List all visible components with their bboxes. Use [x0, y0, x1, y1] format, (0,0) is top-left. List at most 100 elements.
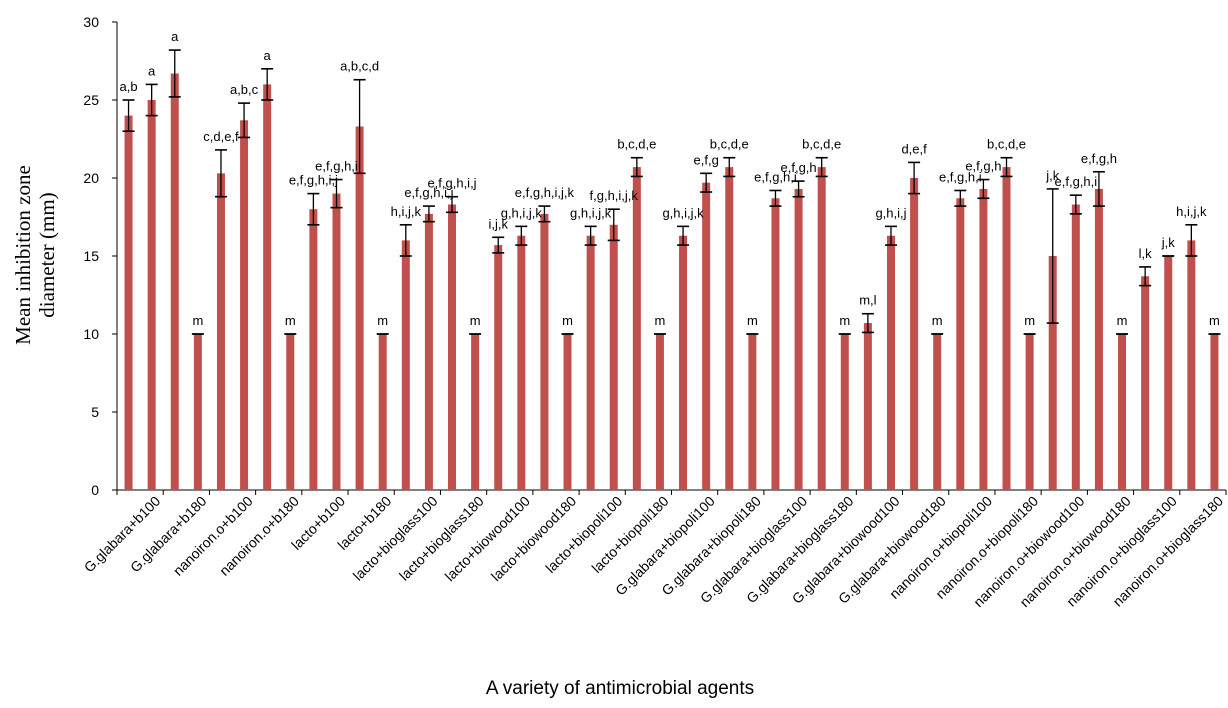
y-tick-label: 5 — [91, 404, 99, 420]
bar — [1048, 256, 1057, 490]
bar — [170, 73, 179, 490]
significance-label: a,b,c — [230, 82, 259, 97]
category-label: G.glabara+b100 — [81, 493, 164, 576]
significance-label: m — [285, 313, 296, 328]
significance-label: e,f,g — [694, 152, 719, 167]
significance-label: g,h,i,j,k — [662, 205, 704, 220]
bar — [725, 167, 734, 490]
bar — [332, 193, 341, 490]
significance-label: m — [377, 313, 388, 328]
bar — [817, 167, 826, 490]
significance-label: h,i,j,k — [391, 204, 422, 219]
bar — [1187, 240, 1196, 490]
bar — [655, 334, 664, 490]
bar — [702, 182, 711, 490]
significance-label: m — [747, 313, 758, 328]
significance-label: e,f,g,h,i,j — [427, 176, 476, 191]
bar — [794, 188, 803, 491]
bar — [216, 173, 225, 490]
significance-label: i,j,k — [488, 216, 508, 231]
significance-label: m — [192, 313, 203, 328]
error-bars — [122, 49, 1221, 335]
bar — [286, 334, 295, 490]
bar — [1094, 188, 1103, 491]
x-axis-title: A variety of antimicrobial agents — [486, 678, 754, 699]
significance-label: m — [1024, 313, 1035, 328]
bar — [863, 323, 872, 490]
significance-label: m — [839, 313, 850, 328]
bar — [1210, 334, 1219, 490]
significance-label: e,f,g,h — [965, 159, 1001, 174]
significance-label: m — [655, 313, 666, 328]
significance-label: e,f,g,h,i,j,k — [515, 185, 575, 200]
significance-label: b,c,d,e — [617, 137, 656, 152]
y-tick-label: 30 — [83, 14, 99, 30]
significance-labels: a,baamc,d,e,fa,b,came,f,g,h,i,je,f,g,h,i… — [120, 29, 1220, 328]
category-label: lacto+bioglass100 — [350, 493, 441, 584]
significance-label: h,i,j,k — [1176, 204, 1207, 219]
significance-label: g,h,i,j — [875, 205, 906, 220]
significance-label: m — [1117, 313, 1128, 328]
bar — [147, 100, 156, 490]
category-label: lacto+bioglass180 — [396, 493, 487, 584]
y-tick-label: 25 — [83, 92, 99, 108]
axes: 0 5 10 15 20 25 30 — [83, 14, 1227, 498]
bar — [448, 204, 457, 490]
bar — [1071, 204, 1080, 490]
significance-label: b,c,d,e — [710, 137, 749, 152]
significance-label: d,e,f — [901, 141, 927, 156]
significance-label: m — [562, 313, 573, 328]
bar — [1141, 276, 1150, 490]
significance-label: l,k — [1139, 246, 1153, 261]
significance-label: f,g,h,i,j,k — [590, 188, 639, 203]
significance-label: m — [1209, 313, 1220, 328]
bar — [679, 235, 688, 490]
significance-label: e,f,g,h,i — [939, 169, 982, 184]
bar — [263, 84, 272, 491]
significance-label: b,c,d,e — [802, 137, 841, 152]
bar — [309, 209, 318, 490]
bar — [1002, 167, 1011, 490]
bar — [355, 126, 364, 491]
significance-label: e,f,g,h,i,j — [404, 185, 453, 200]
significance-label: m,l — [859, 293, 876, 308]
bar — [840, 334, 849, 490]
significance-label: g,h,i,j,k — [570, 205, 612, 220]
significance-label: a — [264, 48, 272, 63]
bar — [979, 188, 988, 491]
bar — [471, 334, 480, 490]
bar-series — [124, 73, 1219, 491]
y-tick-label: 0 — [91, 482, 99, 498]
significance-label: e,f,g,h — [781, 160, 817, 175]
significance-label: e,f,g,h,i — [1055, 174, 1098, 189]
category-label: lacto+biowood180 — [488, 493, 580, 585]
bar — [401, 240, 410, 490]
significance-label: m — [932, 313, 943, 328]
significance-label: e,f,g,h,i — [315, 159, 358, 174]
bar — [517, 235, 526, 490]
bar — [124, 115, 133, 490]
bar — [886, 235, 895, 490]
bar — [771, 198, 780, 490]
bar — [563, 334, 572, 490]
y-tick-label: 15 — [83, 248, 99, 264]
bar — [632, 167, 641, 490]
significance-label: j,k — [1161, 235, 1176, 250]
significance-label: g,h,i,j,k — [501, 205, 543, 220]
category-label: nanoiron.o+b100 — [170, 493, 256, 579]
bar — [1164, 256, 1173, 490]
y-tick-label: 20 — [83, 170, 99, 186]
significance-label: m — [470, 313, 481, 328]
significance-label: e,f,g,h — [1081, 151, 1117, 166]
significance-label: a,b — [120, 79, 138, 94]
significance-label: b,c,d,e — [987, 137, 1026, 152]
bar — [193, 334, 202, 490]
bar — [378, 334, 387, 490]
y-axis-title-line-1: Mean inhibition zone — [11, 165, 35, 345]
bar — [586, 235, 595, 490]
significance-label: a — [171, 29, 179, 44]
significance-label: e,f,g,h,i — [754, 169, 797, 184]
bar — [748, 334, 757, 490]
bar — [240, 120, 249, 490]
